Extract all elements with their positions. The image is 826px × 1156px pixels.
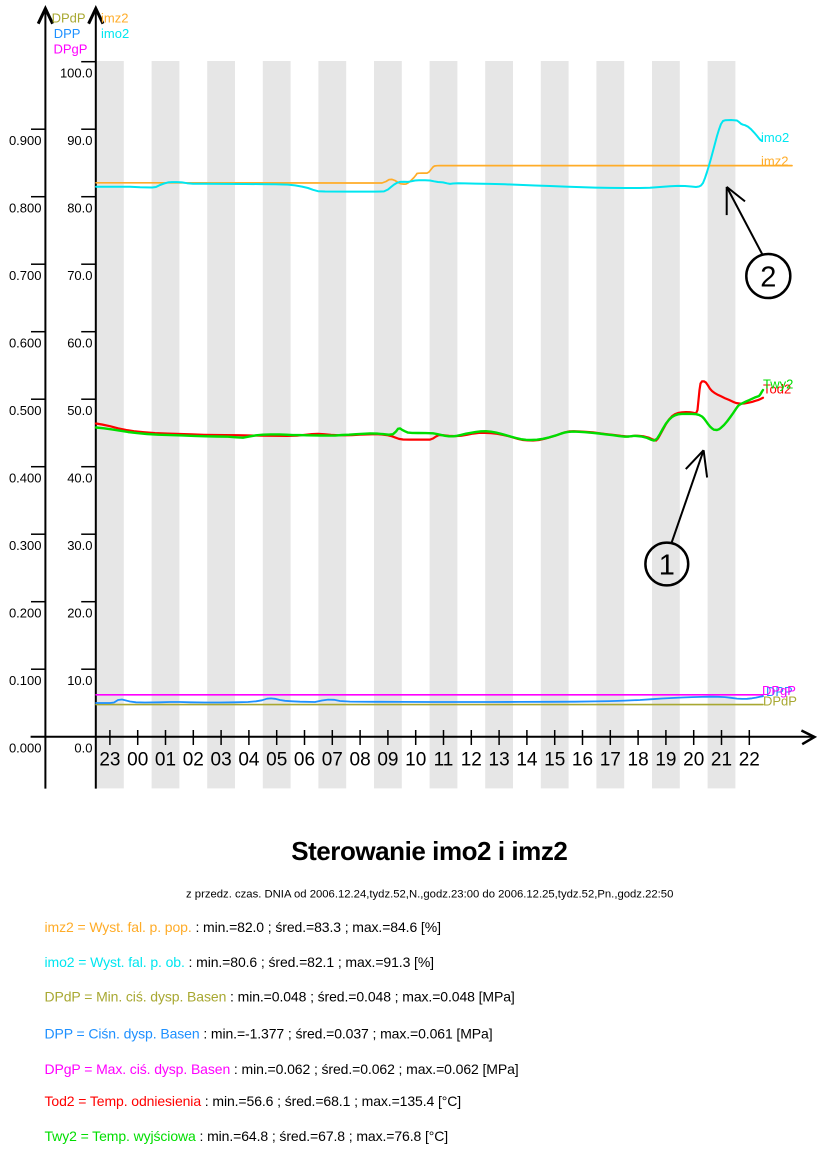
svg-text:00: 00	[127, 750, 148, 771]
svg-text:01: 01	[155, 750, 176, 771]
svg-text:0.700: 0.700	[9, 268, 42, 283]
svg-text:DPdP = Min. ciś. dysp. Basen :: DPdP = Min. ciś. dysp. Basen : min.=0.04…	[45, 989, 515, 1005]
svg-text:DPdP: DPdP	[763, 693, 797, 708]
svg-text:imz2: imz2	[761, 153, 788, 168]
svg-text:04: 04	[238, 750, 260, 771]
svg-text:0.600: 0.600	[9, 335, 42, 350]
svg-text:0.300: 0.300	[9, 538, 42, 553]
svg-text:10.0: 10.0	[67, 673, 92, 688]
svg-text:30.0: 30.0	[67, 538, 92, 553]
svg-text:Sterowanie imo2 i imz2: Sterowanie imo2 i imz2	[291, 836, 567, 866]
svg-text:z przedz. czas. DNIA od 2006.1: z przedz. czas. DNIA od 2006.12.24,tydz.…	[186, 889, 673, 901]
svg-text:70.0: 70.0	[67, 268, 92, 283]
svg-text:DPgP: DPgP	[54, 42, 88, 57]
svg-text:0.800: 0.800	[9, 200, 42, 215]
svg-text:DPgP = Max. ciś. dysp. Basen :: DPgP = Max. ciś. dysp. Basen : min.=0.06…	[45, 1061, 519, 1077]
svg-text:DPP = Ciśn. dysp. Basen : min.: DPP = Ciśn. dysp. Basen : min.=-1.377 ; …	[45, 1025, 493, 1041]
svg-text:0.400: 0.400	[9, 470, 42, 485]
svg-text:12: 12	[461, 750, 482, 771]
svg-text:0.0: 0.0	[74, 740, 92, 755]
svg-text:11: 11	[434, 750, 454, 771]
svg-text:0.000: 0.000	[9, 740, 42, 755]
svg-text:2: 2	[760, 262, 776, 294]
svg-text:imz2 = Wyst. fal. p. pop. : mi: imz2 = Wyst. fal. p. pop. : min.=82.0 ; …	[45, 919, 441, 935]
svg-text:0.200: 0.200	[9, 605, 42, 620]
svg-text:08: 08	[350, 750, 371, 771]
svg-text:60.0: 60.0	[67, 335, 92, 350]
svg-text:23: 23	[99, 750, 120, 771]
svg-text:13: 13	[489, 750, 510, 771]
svg-text:100.0: 100.0	[60, 65, 93, 80]
svg-text:50.0: 50.0	[67, 403, 92, 418]
svg-text:80.0: 80.0	[67, 200, 92, 215]
svg-text:09: 09	[377, 750, 398, 771]
svg-text:Tod2 = Temp. odniesienia : min: Tod2 = Temp. odniesienia : min.=56.6 ; ś…	[45, 1093, 462, 1109]
svg-text:0.900: 0.900	[9, 133, 42, 148]
svg-text:16: 16	[572, 750, 593, 771]
svg-text:1: 1	[659, 550, 675, 582]
svg-text:0.100: 0.100	[9, 673, 42, 688]
svg-text:imo2: imo2	[101, 26, 129, 41]
svg-text:22: 22	[739, 750, 760, 771]
svg-text:06: 06	[294, 750, 315, 771]
svg-text:03: 03	[211, 750, 232, 771]
svg-text:40.0: 40.0	[67, 470, 92, 485]
svg-text:10: 10	[405, 750, 426, 771]
svg-text:Twy2: Twy2	[763, 377, 793, 392]
svg-text:imz2: imz2	[101, 11, 128, 26]
svg-text:Tod2: Tod2	[763, 382, 791, 397]
svg-text:0.500: 0.500	[9, 403, 42, 418]
svg-text:imo2: imo2	[761, 130, 789, 145]
svg-text:17: 17	[600, 750, 621, 771]
svg-text:Twy2 = Temp. wyjściowa : min.=: Twy2 = Temp. wyjściowa : min.=64.8 ; śre…	[45, 1128, 449, 1144]
svg-text:02: 02	[183, 750, 204, 771]
svg-text:imo2 = Wyst. fal. p. ob. : min: imo2 = Wyst. fal. p. ob. : min.=80.6 ; ś…	[45, 954, 434, 970]
svg-text:DPP: DPP	[54, 26, 81, 41]
svg-text:DPdP: DPdP	[52, 11, 86, 26]
svg-text:19: 19	[655, 750, 676, 771]
svg-text:21: 21	[711, 750, 732, 771]
svg-text:20.0: 20.0	[67, 605, 92, 620]
svg-text:07: 07	[322, 750, 343, 771]
svg-text:18: 18	[628, 750, 649, 771]
svg-text:05: 05	[266, 750, 287, 771]
svg-text:90.0: 90.0	[67, 133, 92, 148]
svg-text:DPP: DPP	[766, 684, 793, 699]
svg-text:DPgP: DPgP	[762, 683, 796, 698]
svg-text:14: 14	[516, 750, 538, 771]
svg-text:15: 15	[544, 750, 565, 771]
svg-text:20: 20	[683, 750, 704, 771]
